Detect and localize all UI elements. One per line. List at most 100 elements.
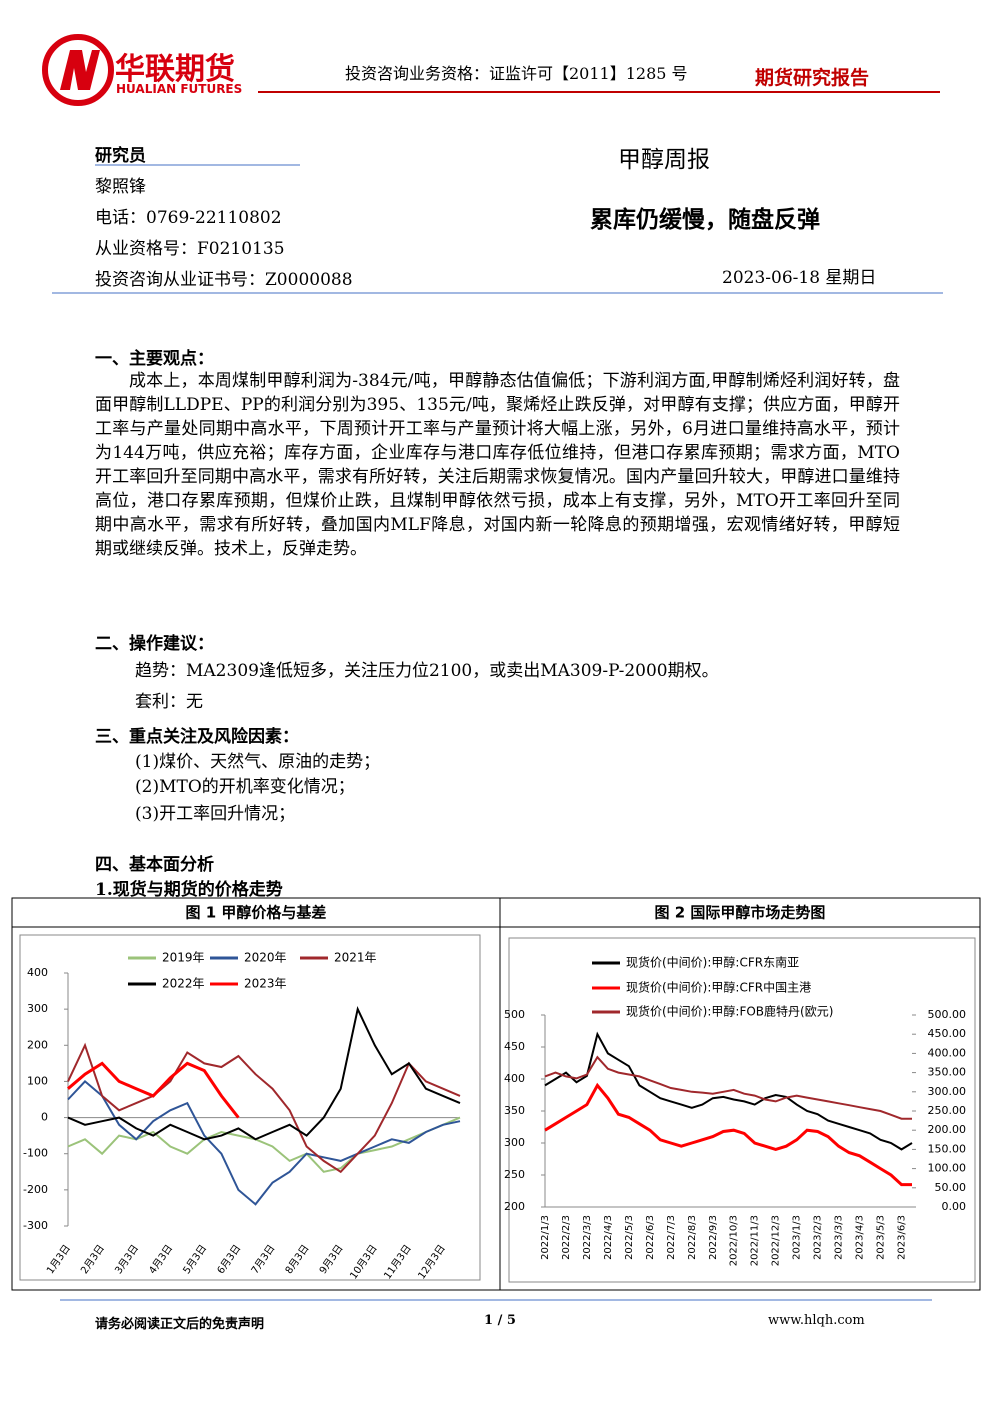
section-heading: 二、操作建议： xyxy=(95,634,214,654)
y-tick-label: 300 xyxy=(27,1002,48,1015)
series-line xyxy=(67,1080,461,1206)
x-tick-label: 7月3日 xyxy=(249,1243,278,1277)
y-tick-label: 450 xyxy=(504,1040,525,1053)
y-tick-label: 200 xyxy=(27,1038,48,1051)
report-type: 期货研究报告 xyxy=(755,67,870,89)
y2-tick-label: 200.00 xyxy=(928,1123,967,1136)
x-tick-label: 2023/1/3 xyxy=(792,1215,803,1260)
sub-heading: 1.现货与期货的价格走势 xyxy=(95,880,283,900)
x-tick-label: 2022/6/3 xyxy=(645,1215,656,1260)
series-line xyxy=(544,1055,912,1120)
y-tick-label: 200 xyxy=(504,1200,525,1213)
company: 华联期货 xyxy=(115,52,235,87)
list-item: (1)煤价、天然气、原油的走势； xyxy=(135,752,381,772)
chart-frame xyxy=(508,937,976,1283)
x-tick-label: 2023/5/3 xyxy=(876,1215,887,1260)
series-line xyxy=(67,1116,461,1173)
y-tick-label: -100 xyxy=(23,1147,48,1160)
report-subtitle: 累库仍缓慢，随盘反弹 xyxy=(590,206,820,233)
page-number: 1 / 5 xyxy=(484,1313,516,1328)
x-tick-label: 2022/4/3 xyxy=(603,1215,614,1260)
x-tick-label: 1月3日 xyxy=(44,1243,73,1277)
series-line xyxy=(67,1061,240,1119)
series-line xyxy=(67,1042,461,1174)
section-heading: 一、主要观点： xyxy=(95,349,214,369)
x-tick-label: 2022/11/3 xyxy=(750,1215,761,1266)
x-tick-label: 2022/5/3 xyxy=(624,1215,635,1260)
logo-mark xyxy=(60,50,100,90)
x-tick-label: 2月3日 xyxy=(78,1243,107,1277)
paragraph: 套利：无 xyxy=(135,692,203,712)
y-tick-label: 100 xyxy=(27,1074,48,1087)
x-tick-label: 2022/9/3 xyxy=(708,1215,719,1260)
x-tick-label: 12月3日 xyxy=(416,1243,448,1282)
y-tick-label: 500 xyxy=(504,1008,525,1021)
list-item: (3)开工率回升情况； xyxy=(135,804,296,824)
legend-label: 现货价(中间价):甲醇:CFR中国主港 xyxy=(626,980,811,995)
author-name: 黎照锋 xyxy=(95,177,146,197)
y-tick-label: 250 xyxy=(504,1168,525,1181)
x-tick-label: 4月3日 xyxy=(147,1243,176,1277)
y2-tick-label: 0.00 xyxy=(942,1200,967,1213)
series-line xyxy=(544,1082,912,1187)
y2-tick-label: 500.00 xyxy=(928,1008,967,1021)
x-tick-label: 2022/3/3 xyxy=(582,1215,593,1260)
y2-tick-label: 300.00 xyxy=(928,1085,967,1098)
y2-tick-label: 150.00 xyxy=(928,1142,967,1155)
x-tick-label: 11月3日 xyxy=(382,1243,414,1282)
disclaimer: 请务必阅读正文后的免责声明 xyxy=(95,1317,265,1332)
x-tick-label: 2022/1/3 xyxy=(540,1215,551,1260)
y2-tick-label: 100.00 xyxy=(928,1162,967,1175)
y-tick-label: 400 xyxy=(504,1072,525,1085)
legend-label: 2021年 xyxy=(334,951,377,965)
y2-tick-label: 350.00 xyxy=(928,1066,967,1079)
y-tick-label: 300 xyxy=(504,1136,525,1149)
x-tick-label: 9月3日 xyxy=(317,1243,346,1277)
y-tick-label: 350 xyxy=(504,1104,525,1117)
x-tick-label: 2022/2/3 xyxy=(561,1215,572,1260)
chart-title: 图 2 国际甲醇市场走势图 xyxy=(655,904,826,922)
legend-label: 现货价(中间价):甲醇:CFR东南亚 xyxy=(626,955,799,970)
x-tick-label: 3月3日 xyxy=(112,1243,141,1277)
y-tick-label: 0 xyxy=(41,1111,48,1124)
author-cert: 投资咨询从业证书号：Z0000088 xyxy=(95,270,353,290)
x-tick-label: 2023/3/3 xyxy=(834,1215,845,1260)
chart-title: 图 1 甲醇价格与基差 xyxy=(186,904,327,922)
x-tick-label: 5月3日 xyxy=(181,1243,210,1277)
legend-label: 现货价(中间价):甲醇:FOB鹿特丹(欧元) xyxy=(626,1004,833,1019)
x-tick-label: 2023/6/3 xyxy=(897,1215,908,1260)
author-phone: 电话：0769-22110802 xyxy=(95,208,282,228)
x-tick-label: 2022/10/3 xyxy=(729,1215,740,1266)
legend-label: 2022年 xyxy=(162,977,205,991)
x-tick-label: 2023/4/3 xyxy=(855,1215,866,1260)
x-tick-label: 10月3日 xyxy=(347,1243,379,1282)
author-label: 研究员 xyxy=(95,146,146,166)
y2-tick-label: 250.00 xyxy=(928,1104,967,1117)
y2-tick-label: 450.00 xyxy=(928,1027,967,1040)
paragraph: 趋势：MA2309逢低短多，关注压力位2100，或卖出MA309-P-2000期… xyxy=(135,661,719,681)
series-line xyxy=(67,1005,461,1141)
author-license: 从业资格号：F0210135 xyxy=(95,239,285,259)
report-date: 2023-06-18 星期日 xyxy=(722,268,877,288)
x-tick-label: 2022/8/3 xyxy=(687,1215,698,1260)
legend-label: 2020年 xyxy=(244,951,287,965)
section-heading: 三、重点关注及风险因素： xyxy=(95,727,299,747)
chart-frame xyxy=(19,934,481,1281)
paragraph: 成本上，本周煤制甲醇利润为-384元/吨，甲醇静态估值偏低；下游利润方面,甲醇制… xyxy=(95,371,900,559)
legend-label: 2019年 xyxy=(162,951,205,965)
y2-tick-label: 50.00 xyxy=(935,1181,967,1194)
y-tick-label: 400 xyxy=(27,966,48,979)
x-tick-label: 2022/7/3 xyxy=(666,1215,677,1260)
y2-tick-label: 400.00 xyxy=(928,1046,967,1059)
list-item: (2)MTO的开机率变化情况； xyxy=(135,777,355,797)
report-title: 甲醇周报 xyxy=(618,147,710,173)
company-en: HUALIAN FUTURES xyxy=(116,82,243,96)
website: www.hlqh.com xyxy=(768,1313,865,1328)
legend-label: 2023年 xyxy=(244,977,287,991)
y-tick-label: -200 xyxy=(23,1183,48,1196)
series-line xyxy=(544,1031,913,1151)
x-tick-label: 8月3日 xyxy=(283,1243,312,1277)
x-tick-label: 6月3日 xyxy=(215,1243,244,1277)
